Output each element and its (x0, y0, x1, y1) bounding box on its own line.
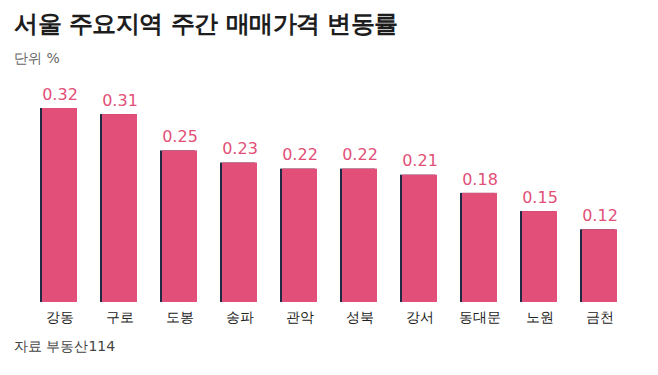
svg-text:동대문: 동대문 (459, 309, 501, 325)
svg-text:관악: 관악 (286, 309, 314, 325)
svg-text:0.22: 0.22 (282, 145, 318, 164)
html-text:단위 %: 단위 % (14, 50, 60, 66)
svg-text:0.32: 0.32 (42, 85, 78, 104)
html-text:자료 부동산114: 자료 부동산114 (14, 338, 116, 354)
svg-text:0.25: 0.25 (162, 127, 198, 146)
svg-text:성북: 성북 (346, 309, 374, 325)
svg-text:0.18: 0.18 (462, 169, 498, 188)
svg-text:0.23: 0.23 (222, 139, 258, 158)
svg-text:0.21: 0.21 (402, 151, 438, 170)
svg-text:0.31: 0.31 (102, 91, 138, 110)
svg-text:구로: 구로 (106, 309, 134, 325)
svg-text:강서: 강서 (406, 309, 434, 325)
svg-text:도봉: 도봉 (166, 309, 194, 325)
svg-text:0.22: 0.22 (342, 145, 378, 164)
svg-text:강동: 강동 (46, 309, 74, 325)
svg-text:송파: 송파 (226, 309, 254, 325)
svg-text:0.15: 0.15 (522, 188, 558, 207)
svg-text:0.12: 0.12 (582, 206, 618, 225)
svg-text:노원: 노원 (526, 309, 554, 325)
html-text:서울 주요지역 주간 매매가격 변동률: 서울 주요지역 주간 매매가격 변동률 (14, 10, 398, 38)
svg-text:금천: 금천 (586, 309, 614, 325)
